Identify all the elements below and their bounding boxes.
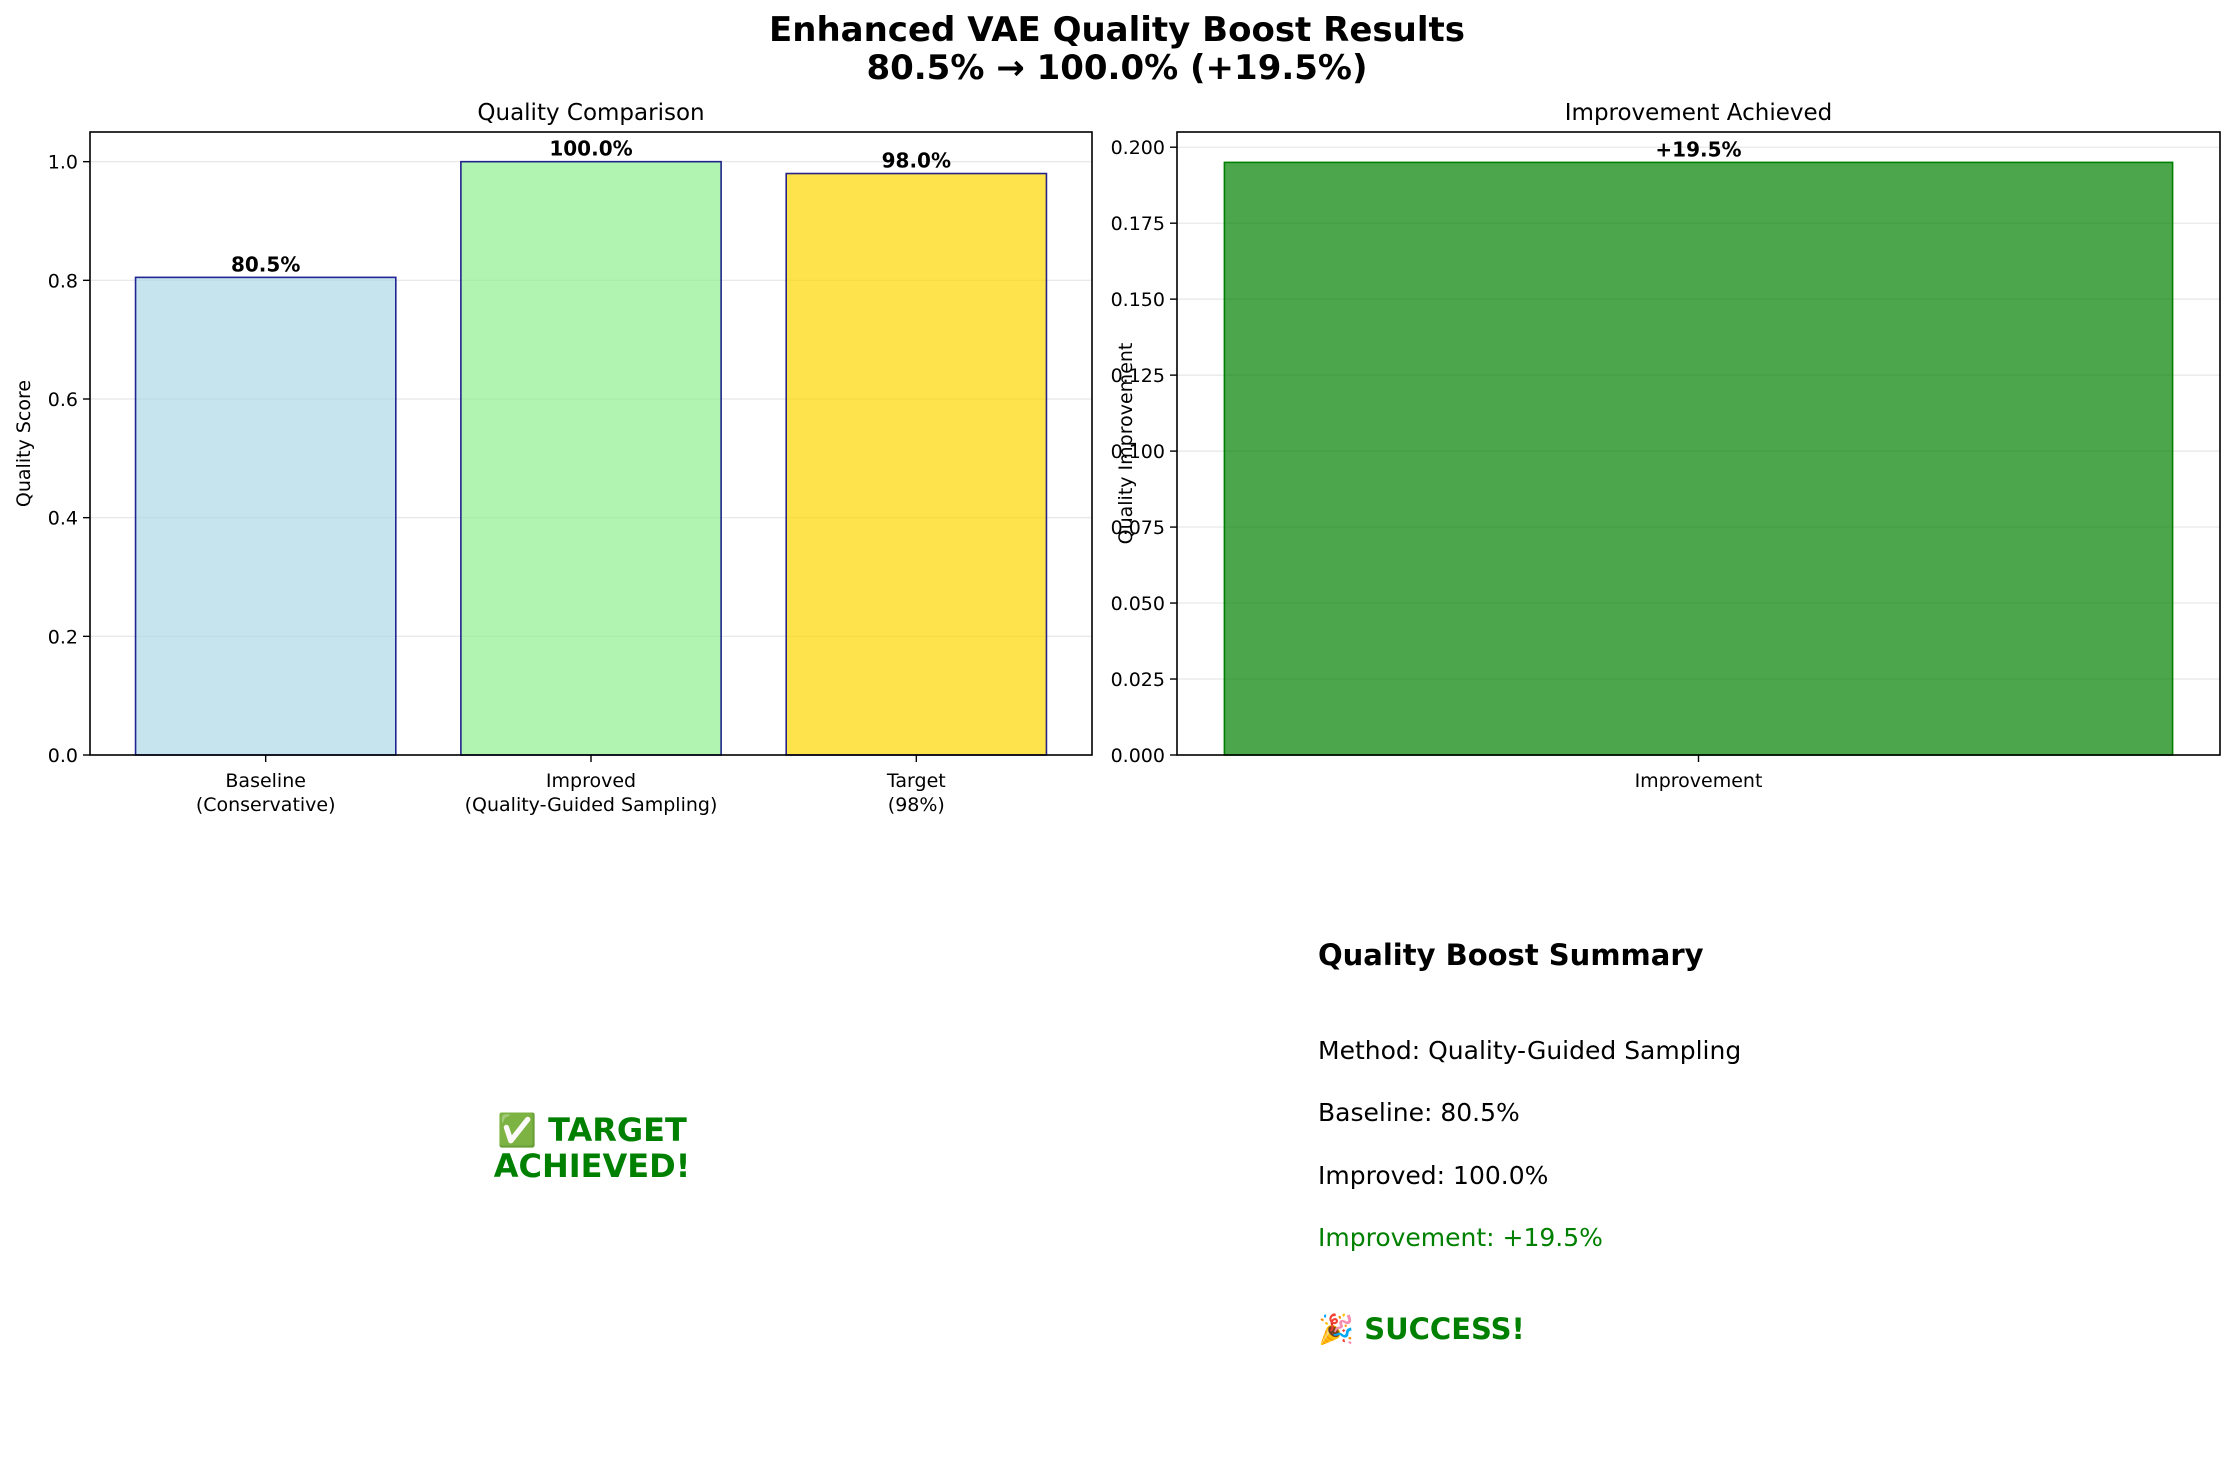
chart1-bar bbox=[134, 276, 397, 756]
chart1-ytick-label: 0.4 bbox=[48, 508, 78, 530]
chart2-ytick-label: 0.125 bbox=[1111, 365, 1165, 387]
chart2-data-label: +19.5% bbox=[1655, 137, 1741, 161]
summary-improvement: Improvement: +19.5% bbox=[1318, 1223, 1603, 1252]
summary-baseline: Baseline: 80.5% bbox=[1318, 1098, 1520, 1127]
chart1-xtick-label: Improved bbox=[546, 770, 636, 792]
chart1-ytick-label: 0.6 bbox=[48, 389, 78, 411]
chart1-bar bbox=[785, 172, 1048, 756]
summary-success: 🎉 SUCCESS! bbox=[1318, 1312, 1525, 1346]
chart1-ytick-label: 1.0 bbox=[48, 152, 78, 174]
chart1-bar bbox=[460, 160, 722, 756]
figure-subtitle: 80.5% → 100.0% (+19.5%) bbox=[866, 48, 1368, 88]
chart1-data-label: 100.0% bbox=[549, 137, 632, 161]
summary-improved: Improved: 100.0% bbox=[1318, 1161, 1549, 1190]
chart2-axes-frame bbox=[1176, 131, 2221, 756]
chart2-ytick-label: 0.000 bbox=[1111, 745, 1165, 767]
target-achieved-line1: ✅ TARGET bbox=[497, 1111, 687, 1149]
chart2-xtick-label: Improvement bbox=[1635, 770, 1763, 792]
summary-title: Quality Boost Summary bbox=[1318, 938, 1704, 972]
chart1-xtick-label: Baseline bbox=[225, 770, 306, 792]
chart2-ytick-label: 0.075 bbox=[1111, 517, 1165, 539]
target-achieved-line2: ACHIEVED! bbox=[493, 1147, 691, 1185]
chart1-data-label: 80.5% bbox=[231, 252, 300, 276]
chart2-ytick-label: 0.050 bbox=[1111, 593, 1165, 615]
chart2-ylabel: Quality Improvement bbox=[1115, 343, 1137, 545]
chart1-xtick-label: (Conservative) bbox=[196, 794, 336, 816]
chart1-xtick-label: (Quality-Guided Sampling) bbox=[465, 794, 718, 816]
chart2-ytick-label: 0.100 bbox=[1111, 441, 1165, 463]
chart1-ytick-label: 0.2 bbox=[48, 626, 78, 648]
chart1-xtick-label: (98%) bbox=[888, 794, 945, 816]
summary-method: Method: Quality-Guided Sampling bbox=[1318, 1036, 1742, 1065]
chart1-xtick-label: Target bbox=[886, 770, 946, 792]
figure-title: Enhanced VAE Quality Boost Results bbox=[769, 10, 1465, 50]
target-achieved-panel: ✅ TARGET ACHIEVED! bbox=[392, 1112, 792, 1184]
chart1-ytick-label: 0.8 bbox=[48, 270, 78, 292]
chart1-axes-frame bbox=[89, 131, 1093, 756]
chart2-ytick-label: 0.200 bbox=[1111, 137, 1165, 159]
chart2-ytick-label: 0.175 bbox=[1111, 213, 1165, 235]
chart1-data-label: 98.0% bbox=[882, 149, 951, 173]
chart2-ytick-label: 0.025 bbox=[1111, 669, 1165, 691]
chart1-title: Quality Comparison bbox=[477, 100, 704, 126]
chart2-bar bbox=[1223, 161, 2174, 756]
chart2-ytick-label: 0.150 bbox=[1111, 289, 1165, 311]
chart1-ylabel: Quality Score bbox=[13, 380, 35, 507]
chart2-title: Improvement Achieved bbox=[1565, 100, 1833, 126]
chart1-ytick-label: 0.0 bbox=[48, 745, 78, 767]
